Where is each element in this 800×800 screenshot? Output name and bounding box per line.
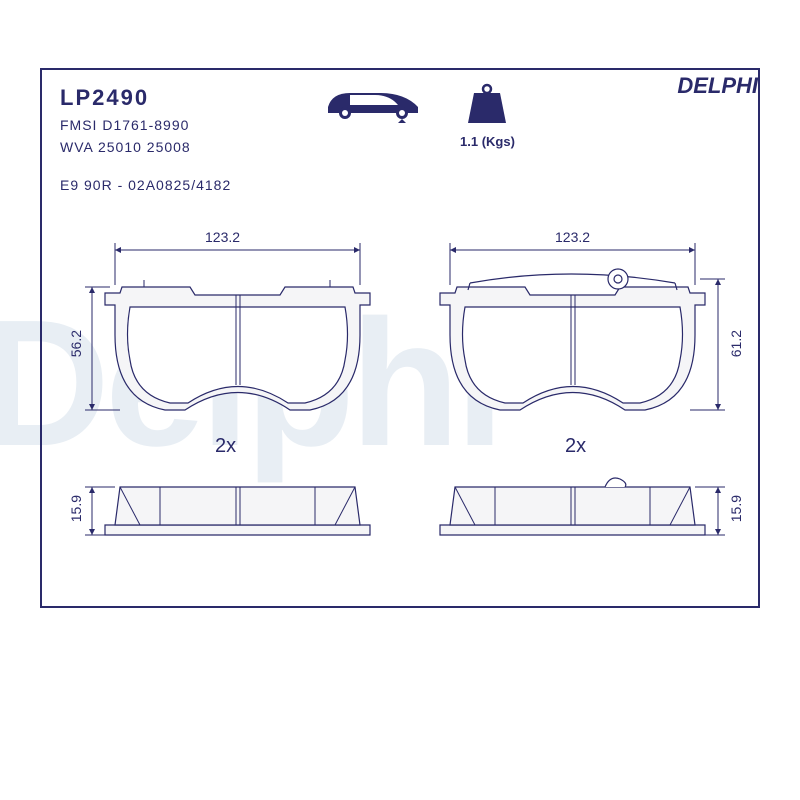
right-pad-drawing: 123.2 61.2 2x 15.9: [410, 235, 750, 595]
technical-drawings: 123.2 56.2 2x 15.9: [40, 235, 760, 605]
left-height-dim: 56.2: [68, 330, 84, 357]
left-qty: 2x: [215, 435, 236, 458]
weight-block: 1.1 (Kgs): [460, 83, 515, 149]
brand-logo: DELPHI: [677, 73, 758, 99]
right-qty: 2x: [565, 435, 586, 458]
left-width-dim: 123.2: [205, 229, 240, 245]
wva-code: WVA 25010 25008: [60, 139, 740, 155]
right-height-dim: 61.2: [728, 330, 744, 357]
left-pad-drawing: 123.2 56.2 2x 15.9: [60, 235, 400, 595]
left-thickness-dim: 15.9: [68, 495, 84, 522]
approval-code: E9 90R - 02A0825/4182: [60, 177, 740, 193]
weight-value: 1.1 (Kgs): [460, 134, 515, 149]
right-thickness-dim: 15.9: [728, 495, 744, 522]
weight-icon: [462, 83, 512, 125]
right-width-dim: 123.2: [555, 229, 590, 245]
car-position-icon: [320, 83, 430, 133]
